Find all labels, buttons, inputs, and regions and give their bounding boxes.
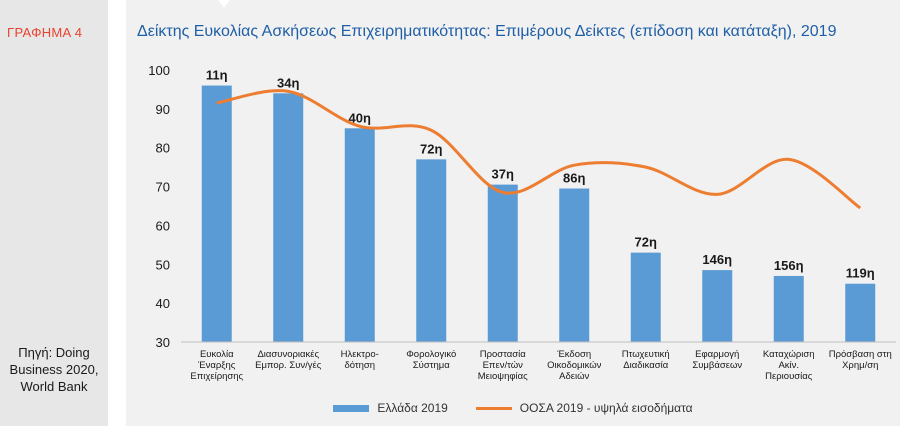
y-tick-label: 90: [156, 102, 170, 117]
x-category-label: Εφαρμογή Συμβάσεων: [692, 349, 742, 371]
y-tick-label: 100: [148, 63, 170, 78]
x-category-label-line: Φορολογικό: [406, 349, 456, 360]
x-category-label-line: Πρόσβαση στη: [829, 349, 892, 360]
bar-rank-label: 119η: [846, 266, 875, 281]
legend-swatch-bar: [333, 404, 370, 412]
x-category-label-line: Πτωχευτική: [622, 349, 670, 360]
bar-rank-label: 86η: [563, 171, 585, 186]
bar-rank-label: 11η: [206, 68, 228, 83]
x-category-label-line: Μειοψηφίας: [478, 371, 528, 382]
x-category-label-line: Εφαρμογή: [695, 349, 739, 360]
legend-swatch-line: [475, 406, 512, 410]
x-category-label-line: Περιουσίας: [765, 371, 813, 382]
bar-greece: [273, 93, 304, 342]
y-tick-label: 80: [156, 141, 170, 156]
bar-rank-label: 146η: [702, 252, 732, 267]
x-category-label: Πτωχευτική Διαδικασία: [622, 349, 670, 371]
bar-greece: [201, 85, 232, 343]
source-line: Business 2020,: [9, 362, 99, 377]
source-line: World Bank: [20, 379, 88, 394]
x-category-label-line: Ηλεκτρο-: [341, 349, 379, 360]
chart-title: Δείκτης Ευκολίας Ασκήσεως Επιχειρηματικό…: [137, 23, 837, 40]
x-category-label-line: Καταχώριση: [763, 349, 815, 360]
bar-greece: [416, 159, 447, 342]
x-category-label-line: Ακίν.: [778, 360, 799, 371]
x-category-label: Προστασία Επεν/τών Μειοψηφίας: [478, 349, 528, 382]
bar-greece: [559, 188, 590, 342]
y-tick-label: 40: [156, 296, 170, 311]
bar-greece: [702, 270, 733, 342]
x-category-label-line: δότηση: [344, 360, 375, 371]
bar-greece: [630, 252, 661, 342]
x-category-label-line: Οικοδομικών: [547, 360, 602, 371]
source-line: Πηγή: Doing: [18, 345, 90, 360]
x-category-label-line: Προστασία: [480, 349, 526, 360]
y-tick-label: 60: [156, 218, 170, 233]
x-category-label-line: Διασυνοριακές: [257, 349, 319, 360]
source-note: Πηγή: Doing Business 2020, World Bank: [0, 344, 108, 395]
bar-greece: [487, 184, 518, 342]
chart-legend: Ελλάδα 2019 ΟΟΣΑ 2019 - υψηλά εισοδήματα: [126, 401, 900, 415]
x-category-label-line: Διαδικασία: [623, 360, 668, 371]
sidebar: ΓΡΑΦΗΜΑ 4 Πηγή: Doing Business 2020, Wor…: [0, 0, 108, 426]
legend-item-oecd: ΟΟΣΑ 2019 - υψηλά εισοδήματα: [475, 401, 693, 415]
chart-panel: Δείκτης Ευκολίας Ασκήσεως Επιχειρηματικό…: [126, 0, 900, 426]
x-category-label: Καταχώριση Ακίν. Περιουσίας: [763, 349, 815, 382]
x-category-label: Φορολογικό Σύστημα: [406, 349, 456, 371]
bar-greece: [845, 283, 876, 342]
x-category-label: Διασυνοριακές Εμπορ. Συν/γές: [255, 349, 322, 371]
bar-rank-label: 34η: [277, 75, 299, 90]
chart-plot: 30 40 50 60 70 80 90 100 11η 34η 40η 72η 37η 86η 72η 14…: [148, 63, 896, 382]
bar-rank-label: 72η: [635, 235, 657, 250]
x-category-label: Έκδοση Οικοδομικών Αδειών: [547, 349, 602, 382]
legend-item-greece: Ελλάδα 2019: [333, 401, 448, 415]
bar-rank-label: 37η: [492, 167, 514, 182]
x-category-label-line: Έναρξης: [197, 360, 236, 371]
x-category-label: Ευκολία Έναρξης Επιχείρησης: [190, 349, 243, 382]
x-category-label-line: Σύστημα: [413, 360, 450, 371]
notch-decoration: [218, 0, 230, 8]
chart-number-label: ΓΡΑΦΗΜΑ 4: [7, 25, 83, 40]
x-category-label-line: Επεν/τών: [483, 360, 524, 371]
x-category-label-line: Αδειών: [559, 371, 589, 382]
bar-greece: [773, 275, 804, 342]
legend-label: ΟΟΣΑ 2019 - υψηλά εισοδήματα: [519, 401, 693, 415]
bar-rank-label: 40η: [349, 110, 371, 125]
x-category-label-line: Επιχείρησης: [190, 371, 243, 382]
x-category-label-line: Ευκολία: [200, 349, 234, 360]
x-category-label-line: Συμβάσεων: [692, 360, 742, 371]
bar-rank-label: 156η: [774, 258, 804, 273]
x-category-label: Ηλεκτρο-δότηση: [341, 349, 379, 371]
legend-label: Ελλάδα 2019: [377, 401, 448, 415]
y-tick-label: 30: [156, 335, 170, 350]
bar-greece: [344, 128, 375, 342]
y-tick-label: 70: [156, 180, 170, 195]
bar-rank-label: 72η: [420, 141, 442, 156]
x-category-label: Πρόσβαση στη Χρημ/ση: [829, 349, 892, 371]
x-category-label-line: Χρημ/ση: [842, 360, 878, 371]
line-oecd: [216, 89, 862, 210]
x-category-label-line: Εμπορ. Συν/γές: [255, 360, 322, 371]
x-category-label-line: Έκδοση: [556, 349, 591, 360]
y-tick-label: 50: [156, 257, 170, 272]
